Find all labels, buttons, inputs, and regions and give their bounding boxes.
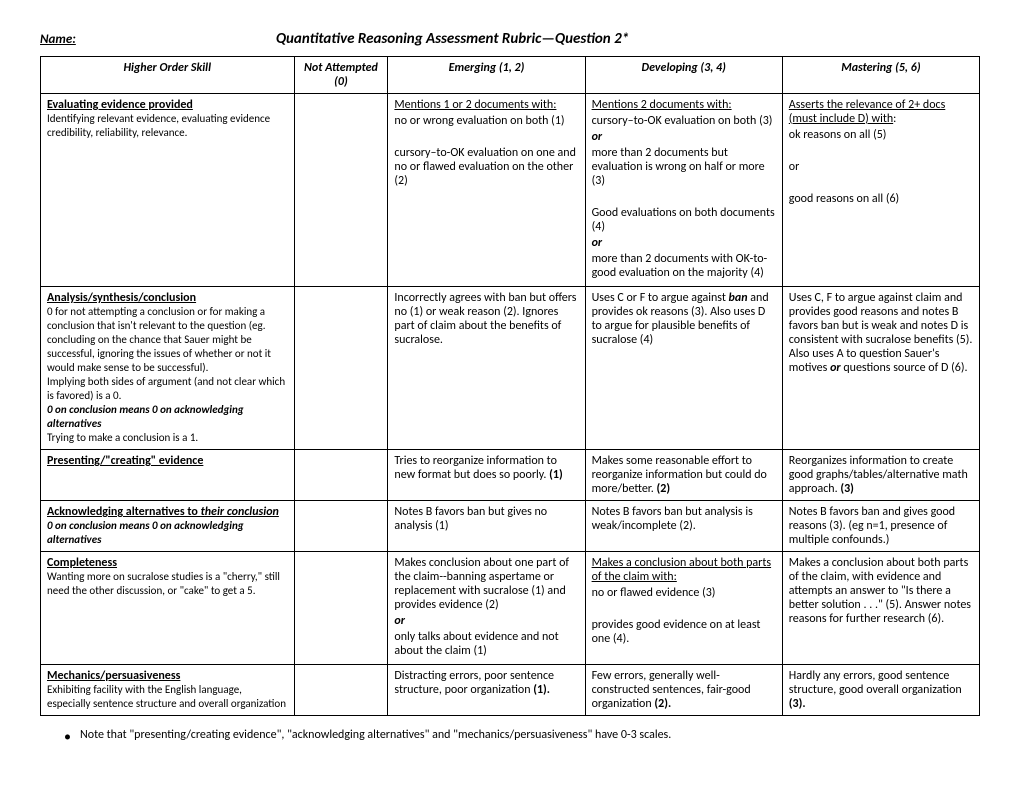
skill-cell: Analysis/synthesis/conclusion 0 for not … [41, 287, 295, 450]
emerging-cell: Distracting errors, poor sentence struct… [388, 665, 585, 716]
cell-text: or [592, 236, 776, 250]
cell-text: no or wrong evaluation on both (1) [394, 114, 578, 128]
cell-text: Distracting errors, poor sentence struct… [394, 669, 554, 697]
cell-text: Asserts the relevance of 2+ docs [789, 98, 946, 112]
not-attempted-cell [294, 501, 388, 552]
col-header-mastering: Mastering (5, 6) [782, 57, 979, 94]
table-row: Analysis/synthesis/conclusion 0 for not … [41, 287, 980, 450]
cell-text: good reasons on all (6) [789, 192, 973, 206]
developing-cell: Few errors, generally well-constructed s… [585, 665, 782, 716]
cell-text: more than 2 documents but evaluation is … [592, 146, 776, 188]
cell-text: (3). [789, 697, 806, 711]
cell-text: only talks about evidence and not about … [394, 630, 578, 658]
developing-cell: Uses C or F to argue against ban and pro… [585, 287, 782, 450]
cell-text: Mentions 1 or 2 documents with: [394, 98, 556, 112]
cell-text: Makes conclusion about one part of the c… [394, 556, 578, 612]
skill-desc: 0 on conclusion means 0 on acknowledging… [47, 519, 244, 546]
emerging-cell: Notes B favors ban but gives no analysis… [388, 501, 585, 552]
table-header-row: Higher Order Skill Not Attempted (0) Eme… [41, 57, 980, 94]
cell-text: questions source of D (6). [841, 361, 968, 375]
skill-title: Acknowledging alternatives to their conc… [47, 505, 279, 519]
mastering-cell: Asserts the relevance of 2+ docs (must i… [782, 94, 979, 287]
table-row: Completeness Wanting more on sucralose s… [41, 552, 980, 665]
mastering-cell: Hardly any errors, good sentence structu… [782, 665, 979, 716]
cell-text: Makes some reasonable effort to reorgani… [592, 454, 767, 496]
cell-text: Good evaluations on both documents (4) [592, 206, 776, 234]
cell-text: Hardly any errors, good sentence structu… [789, 669, 962, 697]
skill-title: Presenting/"creating" evidence [47, 454, 203, 468]
skill-title: Mechanics/persuasiveness [47, 669, 180, 683]
skill-desc: 0 for not attempting a conclusion or for… [47, 305, 271, 374]
cell-text: cursory–to-OK evaluation on one and no o… [394, 146, 578, 188]
cell-text: or [592, 130, 776, 144]
cell-text: or [830, 361, 841, 375]
cell-text: (must include D) with [789, 112, 893, 126]
developing-cell: Makes a conclusion about both parts of t… [585, 552, 782, 665]
mastering-cell: Notes B favors ban and gives good reason… [782, 501, 979, 552]
col-header-not-attempted: Not Attempted (0) [294, 57, 388, 94]
table-row: Mechanics/persuasiveness Exhibiting faci… [41, 665, 980, 716]
cell-text: Uses C or F to argue against [592, 291, 729, 305]
footnote: Note that "presenting/creating evidence"… [40, 728, 980, 742]
rubric-table: Higher Order Skill Not Attempted (0) Eme… [40, 56, 980, 716]
cell-text: no or flawed evidence (3) [592, 586, 776, 600]
cell-text: : [893, 112, 896, 126]
col-header-skill: Higher Order Skill [41, 57, 295, 94]
col-header-emerging: Emerging (1, 2) [388, 57, 585, 94]
skill-desc: Implying both sides of argument (and not… [47, 375, 285, 402]
cell-text: (1) [549, 468, 563, 482]
cell-text: (2) [657, 482, 671, 496]
cell-text: Makes a conclusion about both parts of t… [592, 556, 771, 584]
skill-desc: Wanting more on sucralose studies is a "… [47, 570, 280, 597]
cell-text: (1). [533, 683, 550, 697]
mastering-cell: Reorganizes information to create good g… [782, 450, 979, 501]
skill-desc: Exhibiting facility with the English lan… [47, 683, 286, 710]
skill-cell: Evaluating evidence provided Identifying… [41, 94, 295, 287]
skill-cell: Presenting/"creating" evidence [41, 450, 295, 501]
not-attempted-cell [294, 450, 388, 501]
not-attempted-cell [294, 665, 388, 716]
not-attempted-cell [294, 94, 388, 287]
emerging-cell: Tries to reorganize information to new f… [388, 450, 585, 501]
developing-cell: Mentions 2 documents with: cursory–to-OK… [585, 94, 782, 287]
col-header-developing: Developing (3, 4) [585, 57, 782, 94]
cell-text: or [394, 614, 578, 628]
skill-title: Evaluating evidence provided [47, 98, 193, 112]
table-row: Evaluating evidence provided Identifying… [41, 94, 980, 287]
skill-desc: Trying to make a conclusion is a 1. [47, 431, 198, 444]
not-attempted-cell [294, 287, 388, 450]
cell-text: cursory–to-OK evaluation on both (3) [592, 114, 776, 128]
skill-desc: Identifying relevant evidence, evaluatin… [47, 112, 270, 139]
cell-text: (3) [840, 482, 854, 496]
cell-text: or [789, 160, 973, 174]
skill-title: Completeness [47, 556, 117, 570]
skill-title: Analysis/synthesis/conclusion [47, 291, 196, 305]
page-title: Quantitative Reasoning Assessment Rubric… [276, 30, 629, 48]
emerging-cell: Mentions 1 or 2 documents with: no or wr… [388, 94, 585, 287]
table-row: Acknowledging alternatives to their conc… [41, 501, 980, 552]
cell-text: ban [729, 291, 748, 305]
cell-text: (2). [654, 697, 671, 711]
cell-text: ok reasons on all (5) [789, 128, 973, 142]
mastering-cell: Uses C, F to argue against claim and pro… [782, 287, 979, 450]
name-label: Name: [40, 32, 76, 47]
emerging-cell: Makes conclusion about one part of the c… [388, 552, 585, 665]
skill-desc: 0 on conclusion means 0 on acknowledging… [47, 403, 244, 430]
developing-cell: Notes B favors ban but analysis is weak/… [585, 501, 782, 552]
cell-text: Mentions 2 documents with: [592, 98, 732, 112]
not-attempted-cell [294, 552, 388, 665]
skill-cell: Acknowledging alternatives to their conc… [41, 501, 295, 552]
table-row: Presenting/"creating" evidence Tries to … [41, 450, 980, 501]
skill-cell: Mechanics/persuasiveness Exhibiting faci… [41, 665, 295, 716]
header: Name: Quantitative Reasoning Assessment … [40, 30, 980, 48]
mastering-cell: Makes a conclusion about both parts of t… [782, 552, 979, 665]
cell-text: provides good evidence on at least one (… [592, 618, 776, 646]
emerging-cell: Incorrectly agrees with ban but offers n… [388, 287, 585, 450]
skill-cell: Completeness Wanting more on sucralose s… [41, 552, 295, 665]
cell-text: more than 2 documents with OK-to-good ev… [592, 252, 776, 280]
developing-cell: Makes some reasonable effort to reorgani… [585, 450, 782, 501]
cell-text: Reorganizes information to create good g… [789, 454, 968, 496]
cell-text: Tries to reorganize information to new f… [394, 454, 557, 482]
